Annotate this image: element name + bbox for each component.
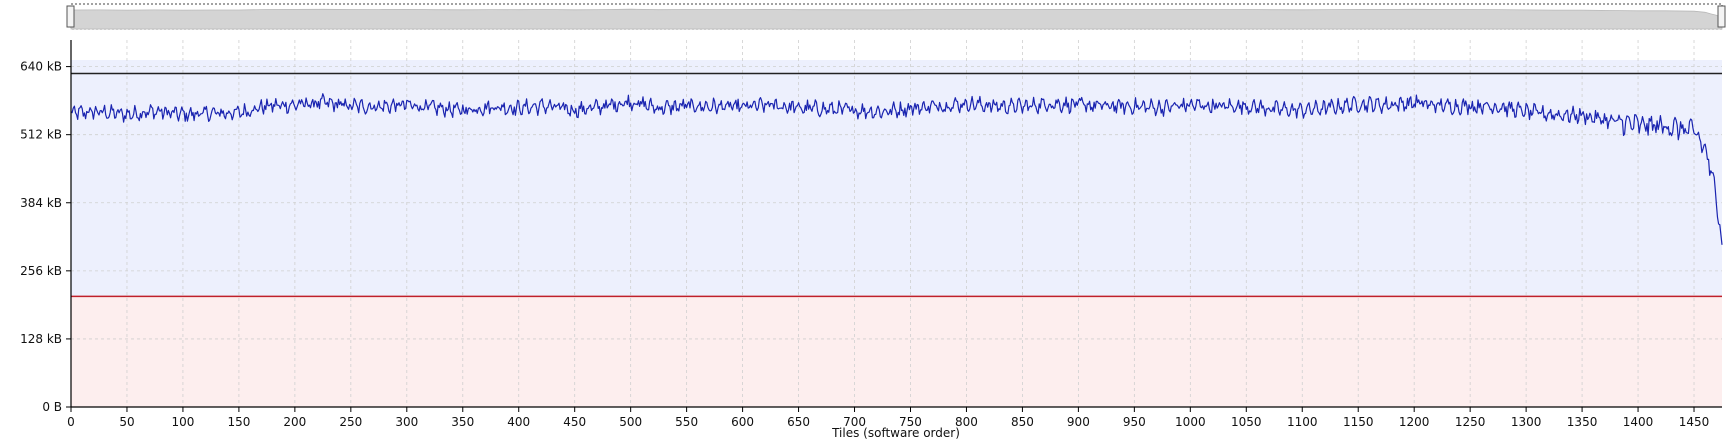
x-tick-label: 1450 [1679,415,1710,429]
x-tick-label: 450 [563,415,586,429]
x-tick-label: 1050 [1231,415,1262,429]
x-tick-label: 850 [1011,415,1034,429]
x-tick-label: 500 [619,415,642,429]
y-tick-label: 128 kB [20,332,62,346]
x-tick-label: 150 [227,415,250,429]
x-tick-label: 1100 [1287,415,1318,429]
x-tick-label: 650 [787,415,810,429]
x-tick-label: 300 [395,415,418,429]
x-tick-label: 400 [507,415,530,429]
x-tick-label: 1300 [1511,415,1542,429]
y-tick-label: 256 kB [20,264,62,278]
x-tick-label: 100 [171,415,194,429]
y-tick-label: 384 kB [20,196,62,210]
lower-band [71,296,1722,407]
x-tick-label: 900 [1067,415,1090,429]
axes [70,40,1722,408]
x-tick-label: 750 [899,415,922,429]
x-tick-label: 250 [339,415,362,429]
x-tick-label: 550 [675,415,698,429]
x-tick-label: 800 [955,415,978,429]
x-tick-label: 1150 [1343,415,1374,429]
upper-band [71,60,1722,297]
y-axis-ticks: 0 B 128 kB 256 kB 384 kB 512 kB 640 kB [20,60,71,414]
background-bands [71,60,1722,407]
x-tick-label: 1350 [1567,415,1598,429]
x-tick-label: 1000 [1175,415,1206,429]
series-layer [70,93,1723,245]
overview-left-handle[interactable] [66,5,75,28]
y-tick-label: 512 kB [20,128,62,142]
x-tick-label: 350 [451,415,474,429]
x-tick-label: 1250 [1455,415,1486,429]
series-line-0 [70,93,1723,245]
x-tick-label: 950 [1123,415,1146,429]
x-tick-label: 50 [119,415,134,429]
x-tick-label: 1400 [1623,415,1654,429]
y-tick-label: 640 kB [20,60,62,74]
x-tick-label: 0 [67,415,75,429]
overview-minimap[interactable] [66,3,1726,30]
overview-right-handle[interactable] [1717,5,1726,28]
x-tick-label: 600 [731,415,754,429]
x-axis-title: Tiles (software order) [831,426,960,440]
x-tick-label: 1200 [1399,415,1430,429]
reference-lines [71,72,1722,298]
overview-area [70,8,1723,30]
x-tick-label: 700 [843,415,866,429]
x-tick-label: 200 [283,415,306,429]
y-tick-label: 0 B [42,400,62,414]
x-axis-ticks: 0 50 100 150 200 250 300 350 400 450 500 550 600 650 7… [67,407,1709,429]
